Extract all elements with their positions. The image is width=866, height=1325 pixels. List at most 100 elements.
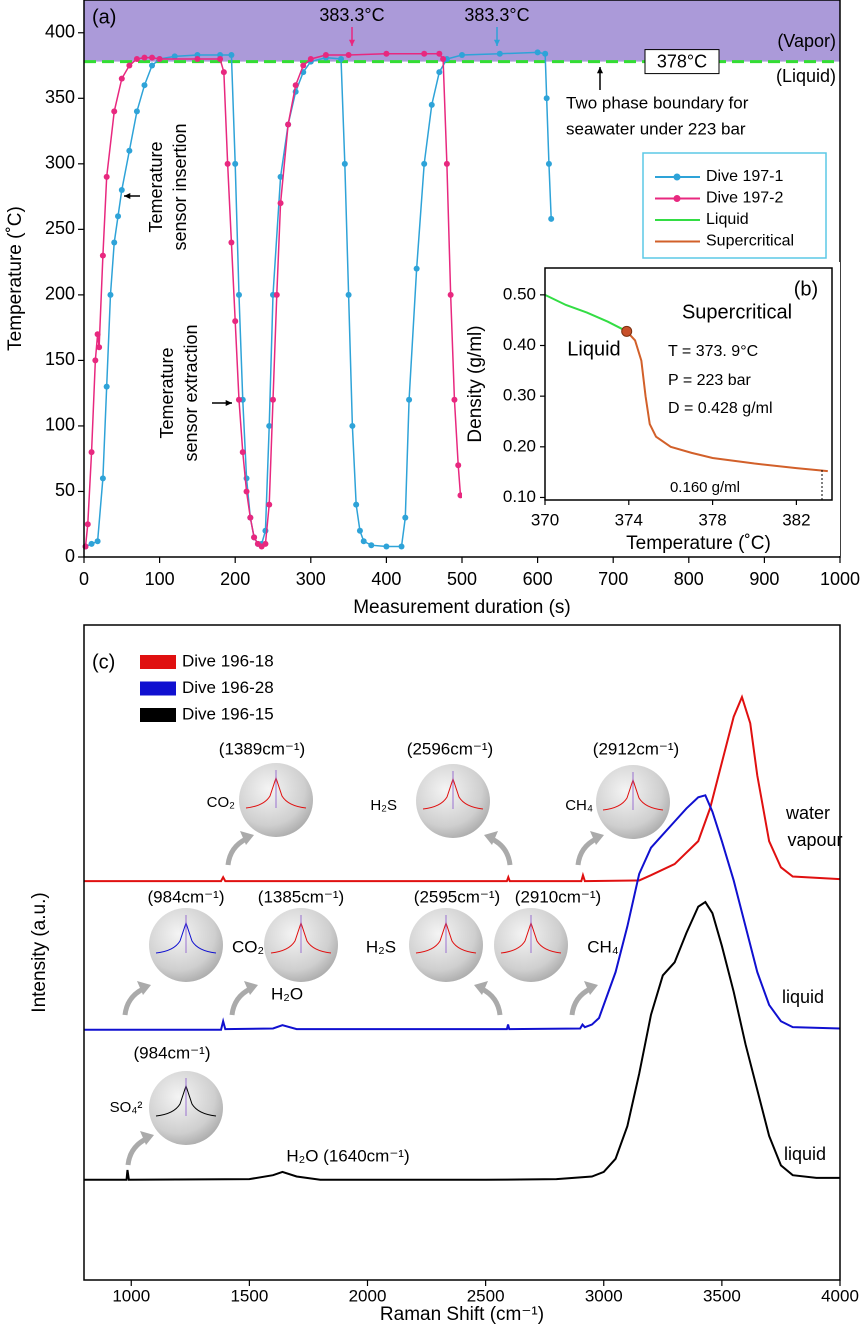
y-tick-label: 300 [45,153,75,173]
data-point [383,50,390,57]
pointer-arrow [225,836,248,866]
x-tick-label: 1000 [820,569,860,589]
pointer-arrow-head [590,831,604,845]
data-point [277,173,284,180]
data-point [141,54,148,61]
data-point [133,55,140,62]
panel-label: (b) [794,278,818,300]
data-point [322,52,329,59]
data-point [224,160,231,167]
annotation: (1389cm⁻¹) [219,739,305,758]
y-axis-label: Density (g/ml) [465,325,486,442]
data-point [103,173,110,180]
legend-label: Dive 197-2 [706,190,783,207]
annotation: (Liquid) [776,66,836,86]
data-point [292,82,299,89]
series-line [84,52,462,548]
panel-label: (a) [92,6,116,28]
data-point [447,291,454,298]
arrow-head [596,67,604,74]
annotation: (2595cm⁻¹) [414,887,500,906]
data-point [353,501,360,508]
y-axis-label: Intensity (a.u.) [29,892,50,1012]
x-tick-label: 3500 [703,1286,741,1305]
x-tick-label: 1500 [230,1286,268,1305]
data-point [94,331,101,338]
data-point [235,291,242,298]
data-point [534,49,541,56]
annotation: H₂O (1640cm⁻¹) [286,1146,409,1165]
data-point [383,543,390,550]
annotation: (2912cm⁻¹) [593,739,679,758]
data-point [99,475,106,482]
data-point [111,108,118,115]
legend-swatch [140,681,176,696]
annotation: vapour [787,830,842,850]
annotation: Supercritical [682,301,792,323]
legend-label: Dive 196-15 [182,704,274,723]
annotation: Temerature [157,347,177,438]
annotation: (2596cm⁻¹) [407,739,493,758]
y-axis-label: Temperature (˚C) [5,206,26,351]
data-point [88,540,95,547]
data-point [436,69,443,76]
x-tick-label: 4000 [821,1286,859,1305]
data-point [398,543,405,550]
series-line [84,900,840,1181]
x-tick-label: 378 [698,510,726,529]
data-point [243,488,250,495]
pointer-arrow [125,1136,148,1166]
panel-label: (c) [92,651,115,673]
plot-frame [544,267,833,501]
x-tick-label: 200 [220,569,250,589]
annotation: (1385cm⁻¹) [258,887,344,906]
data-point [548,215,555,222]
x-tick-label: 2000 [349,1286,387,1305]
pointer-arrow-head [140,1131,154,1145]
legend-label: Dive 197-1 [706,168,783,185]
x-tick-label: 382 [782,510,810,529]
annotation: H₂O [271,984,303,1003]
x-axis-label: Temperature (˚C) [626,533,771,554]
data-point [107,291,114,298]
y-tick-label: 0.50 [503,284,536,303]
y-tick-label: 200 [45,284,75,304]
annotation: Liquid [567,338,620,360]
arrow-head [348,39,356,46]
legend-marker [673,195,681,202]
annotation: P = 223 bar [668,372,752,389]
annotation: CO₂ [232,937,264,956]
data-point [266,501,273,508]
data-point [402,514,409,521]
pointer-arrow-head [584,981,598,995]
annotation: H₂S [366,937,396,956]
annotation: D = 0.428 g/ml [668,400,773,417]
data-point [307,55,314,62]
pointer-arrow [569,986,592,1016]
x-tick-label: 500 [447,569,477,589]
data-point [111,239,118,246]
annotation: 0.160 g/ml [670,479,740,496]
arrow-head [124,192,131,200]
data-point [277,200,284,207]
arrow-head [493,39,501,46]
data-point [543,95,550,102]
data-point [345,52,352,59]
y-tick-label: 400 [45,22,75,42]
annotation: T = 373. 9°C [668,343,758,360]
data-point [88,449,95,456]
pointer-arrow [122,986,145,1016]
legend-label: Supercritical [706,233,794,250]
data-point [149,62,156,69]
annotation: SO₄² [110,1099,143,1116]
y-tick-label: 0.30 [503,386,536,405]
annotation: 383.3°C [319,5,384,25]
data-point [421,160,428,167]
data-point [96,344,103,351]
x-tick-label: 100 [145,569,175,589]
data-point [455,462,462,469]
annotation: (2910cm⁻¹) [515,887,601,906]
annotation: CH₄ [587,937,619,956]
